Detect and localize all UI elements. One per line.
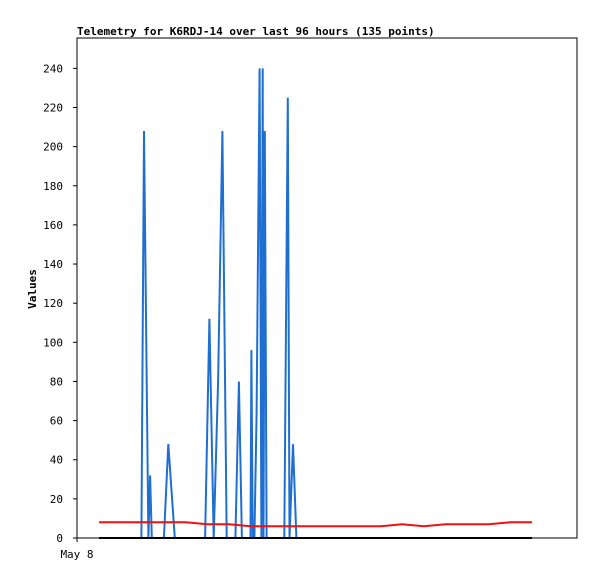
x-axis-ticks: May 8 — [60, 538, 94, 561]
series-layer — [99, 68, 532, 539]
chart-title: Telemetry for K6RDJ-14 over last 96 hour… — [77, 25, 435, 38]
x-tick-label: May 8 — [60, 548, 93, 561]
y-tick-label: 100 — [43, 336, 63, 349]
y-axis-label: Values — [26, 269, 39, 309]
y-tick-label: 180 — [43, 180, 63, 193]
y-tick-label: 200 — [43, 141, 63, 154]
y-tick-label: 20 — [50, 493, 63, 506]
y-axis-ticks: 0 20 40 60 80 100 120 140 160 180 200 220 240 — [43, 62, 77, 545]
y-tick-label: 40 — [50, 454, 63, 467]
y-tick-label: 80 — [50, 375, 63, 388]
y-tick-label: 240 — [43, 62, 63, 75]
series-line-2 — [99, 521, 532, 528]
y-tick-label: 220 — [43, 101, 63, 114]
y-tick-label: 120 — [43, 297, 63, 310]
plot-frame — [76, 37, 578, 539]
y-tick-label: 60 — [50, 415, 63, 428]
y-tick-label: 140 — [43, 258, 63, 271]
y-tick-label: 0 — [56, 532, 63, 545]
y-tick-label: 160 — [43, 219, 63, 232]
